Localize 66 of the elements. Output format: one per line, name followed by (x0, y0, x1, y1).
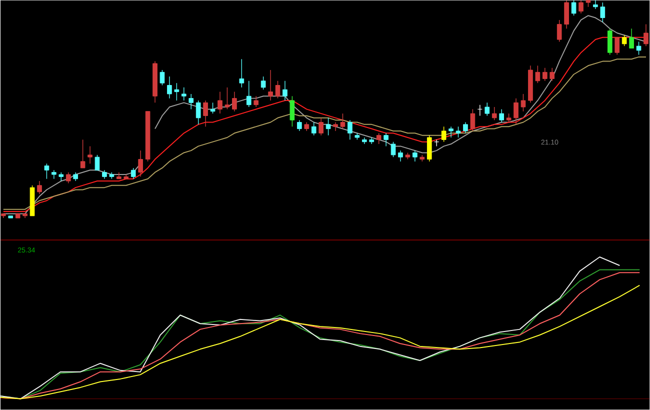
candlestick (622, 34, 627, 47)
candlestick (326, 118, 331, 136)
candlestick (492, 106, 497, 121)
candlestick (556, 20, 562, 42)
candlestick (311, 122, 316, 136)
candlestick (260, 76, 266, 90)
candlestick (607, 28, 612, 56)
candlestick (441, 126, 446, 142)
candlestick (333, 122, 338, 132)
candlestick (318, 118, 324, 136)
candlestick (499, 108, 504, 123)
candlestick (138, 150, 143, 178)
candlestick (398, 150, 403, 162)
candlestick (390, 142, 396, 158)
candlestick (210, 102, 216, 114)
candlestick (614, 37, 620, 56)
candlestick (181, 87, 186, 101)
candlestick (593, 0, 598, 10)
candlestick (224, 87, 230, 110)
candlestick (297, 120, 302, 132)
candlestick (268, 70, 273, 101)
candlestick (644, 24, 648, 47)
candlestick (290, 96, 295, 128)
candlestick (514, 98, 518, 125)
candlestick (188, 94, 194, 110)
candlestick (629, 28, 634, 49)
candlestick (88, 146, 92, 164)
candlestick (174, 82, 180, 101)
candlestick (600, 2, 606, 23)
candlestick (384, 132, 388, 147)
candlestick (426, 135, 432, 162)
candlestick (239, 58, 244, 88)
candlestick (412, 150, 418, 162)
candlestick (196, 100, 201, 125)
candlestick (456, 126, 461, 138)
candlestick (246, 80, 252, 108)
candlestick (470, 108, 476, 132)
candlestick (448, 126, 454, 138)
candlestick (232, 92, 237, 112)
candlestick (37, 180, 42, 195)
candlestick (636, 41, 642, 56)
candlestick (167, 76, 172, 99)
candlestick (203, 100, 208, 128)
candlestick (160, 70, 165, 86)
candlestick (52, 170, 56, 180)
candlestick (348, 120, 352, 140)
candlestick (130, 168, 136, 180)
candlestick (254, 96, 259, 108)
candlestick (535, 65, 540, 84)
candlestick (340, 113, 346, 130)
candlestick (80, 139, 86, 168)
candlestick (275, 80, 280, 99)
candlestick (94, 154, 100, 171)
candlestick (282, 80, 288, 101)
candlestick (571, 0, 576, 16)
candlestick (376, 132, 382, 144)
candlestick (218, 92, 222, 114)
candlestick (520, 94, 526, 112)
candlestick (578, 0, 584, 14)
candlestick (463, 122, 468, 134)
candlestick (550, 68, 555, 82)
candlestick (542, 68, 548, 82)
candlestick (564, 0, 569, 30)
candlestick (66, 172, 71, 184)
candlestick (44, 163, 50, 180)
candlestick (484, 102, 490, 116)
